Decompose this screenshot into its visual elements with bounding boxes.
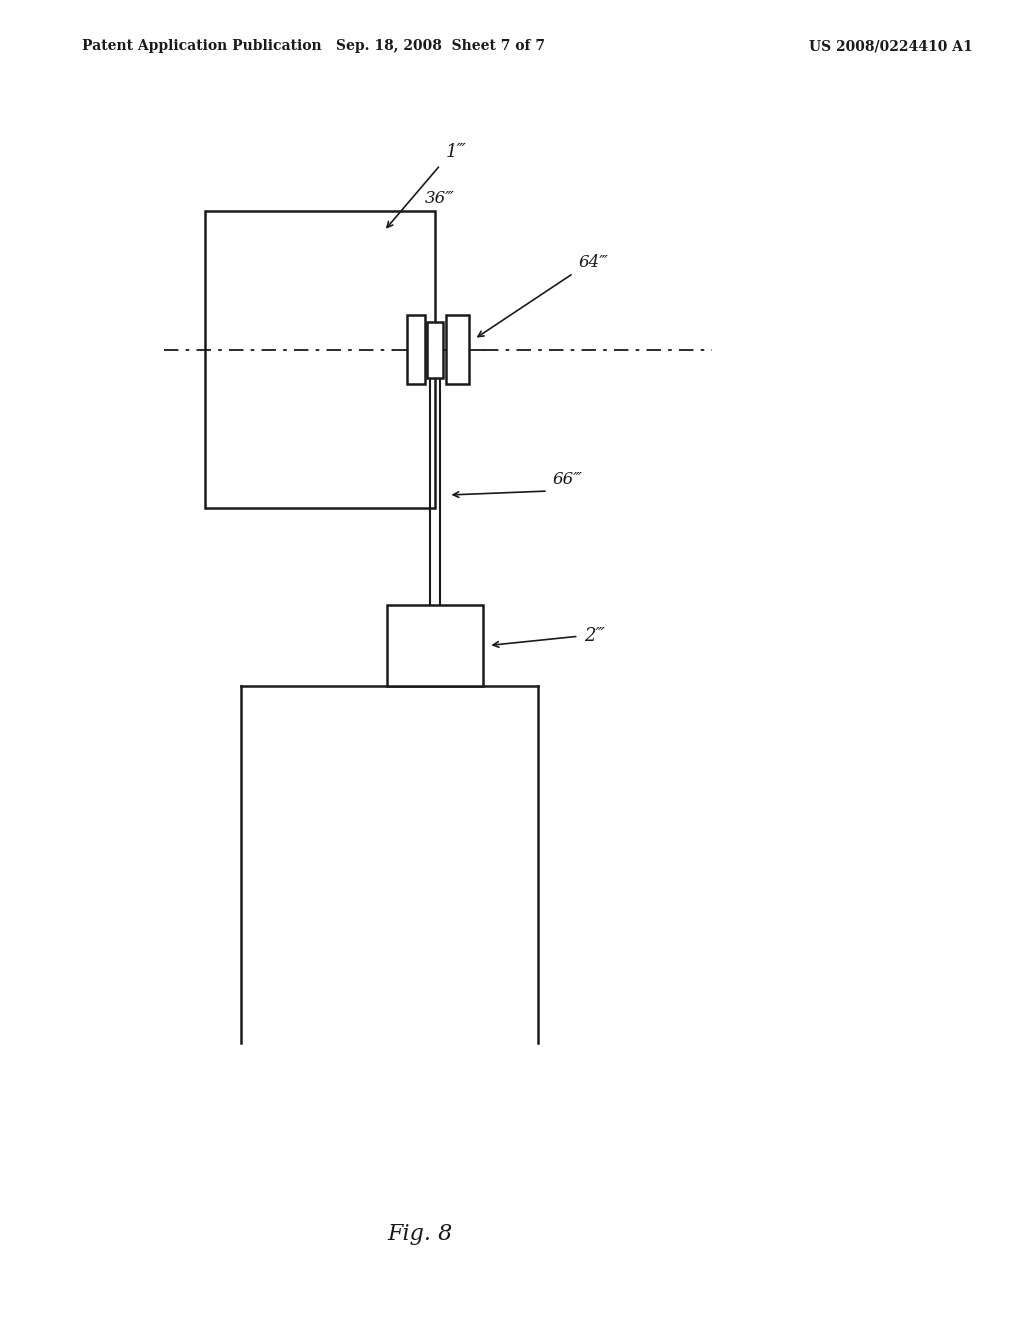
Text: 66‴: 66‴ (553, 471, 583, 488)
Bar (387, 605, 483, 686)
Text: Sep. 18, 2008  Sheet 7 of 7: Sep. 18, 2008 Sheet 7 of 7 (336, 40, 545, 53)
Bar (446, 315, 469, 384)
Text: 64‴: 64‴ (579, 253, 608, 271)
Text: 2‴: 2‴ (584, 627, 604, 645)
Bar (205, 211, 435, 508)
Bar (427, 322, 443, 378)
Text: Fig. 8: Fig. 8 (387, 1224, 453, 1245)
Text: 36‴: 36‴ (425, 190, 455, 207)
Text: Patent Application Publication: Patent Application Publication (82, 40, 322, 53)
Text: 1‴: 1‴ (445, 143, 466, 161)
Text: US 2008/0224410 A1: US 2008/0224410 A1 (809, 40, 973, 53)
Bar (407, 315, 425, 384)
